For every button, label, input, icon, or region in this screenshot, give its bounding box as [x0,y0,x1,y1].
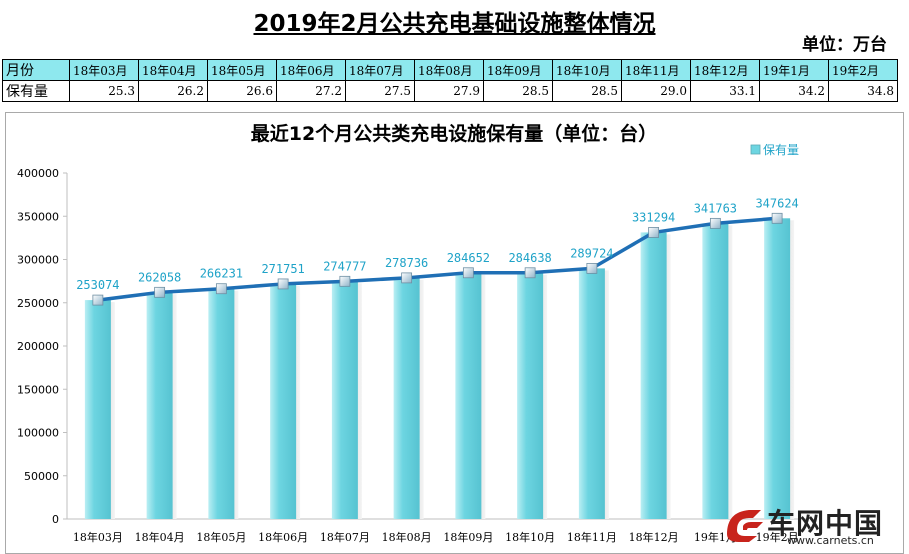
month-header-cell: 18年06月 [276,59,346,81]
month-header-cell: 19年2月 [828,59,898,81]
line-marker [648,227,660,238]
bar [393,277,420,519]
value-cell: 27.2 [276,80,346,102]
bar-line-chart: 最近12个月公共类充电设施保有量（单位：台） 保有量 0 50000 100000 150… [17,122,808,544]
data-label: 262058 [138,270,181,284]
line-marker [462,267,474,279]
line-marker [586,262,598,274]
summary-value-row: 保有量 25.3 26.2 26.6 27.2 27.5 27.9 28.5 28.5 29.0… [2,80,898,102]
month-header-cell: 18年11月 [621,59,691,81]
y-tick-label: 150000 [17,383,59,396]
summary-table: 月份 18年03月 18年04月 18年05月 18年06月 18年07月 18年08月 1… [2,59,898,102]
x-tick-label: 19年1月 [694,530,737,544]
unit-label: 单位：万台 [802,35,887,55]
x-tick-label: 18年05月 [196,530,246,544]
data-label: 289724 [570,246,613,260]
y-tick-label: 350000 [17,210,59,223]
value-cell: 34.8 [828,80,898,102]
line-marker [92,294,104,306]
value-row-label: 保有量 [2,80,70,102]
value-cell: 33.1 [690,80,760,102]
line-marker [277,278,289,290]
line-marker [339,275,351,287]
data-label: 266231 [200,267,243,281]
value-cell: 26.6 [207,80,277,102]
y-tick-label: 50000 [24,470,59,483]
month-header-cell: 18年10月 [552,59,622,81]
chart-title: 最近12个月公共类充电设施保有量（单位：台） [251,122,657,145]
x-tick-label: 18年06月 [258,530,308,544]
bar [764,218,791,519]
data-label: 253074 [76,278,119,292]
y-tick-label: 100000 [17,427,59,440]
month-header-cell: 18年05月 [207,59,277,81]
y-tick-label: 200000 [17,340,59,353]
carnets-logo-icon [727,510,763,542]
x-tick-label: 18年12月 [629,530,679,544]
month-header-cell: 18年09月 [483,59,553,81]
bar [84,300,111,519]
bar [702,223,729,519]
month-header-cell: 18年04月 [138,59,208,81]
line-marker [215,283,227,295]
watermark: 车网中国 www.carnets.cn [723,502,903,548]
value-cell: 27.9 [414,80,484,102]
x-tick-label: 18年07月 [320,530,370,544]
bar [146,292,173,519]
x-tick-label: 18年10月 [505,530,555,544]
value-cell: 28.5 [552,80,622,102]
line-marker [524,267,536,279]
value-cell: 26.2 [138,80,208,102]
page-title: 2019年2月公共充电基础设施整体情况 [253,11,656,37]
bar [455,272,482,519]
summary-header-row: 月份 18年03月 18年04月 18年05月 18年06月 18年07月 18年08月 1… [2,59,898,81]
x-tick-label: 18年04月 [135,530,185,544]
watermark-text: 车网中国 [767,507,884,540]
value-cell: 29.0 [621,80,691,102]
value-cell: 27.5 [345,80,415,102]
x-tick-label: 19年2月 [756,530,799,544]
x-tick-label: 18年03月 [73,530,123,544]
bar [640,232,667,519]
data-label: 284638 [508,251,551,265]
y-tick-label: 300000 [17,254,59,267]
y-tick-label: 0 [52,513,59,526]
bar [517,272,544,519]
legend-label: 保有量 [763,143,799,157]
line-marker [401,272,413,284]
month-header-cell: 18年08月 [414,59,484,81]
value-cell: 34.2 [759,80,829,102]
legend-swatch [750,144,761,155]
data-label: 278736 [385,256,428,270]
line-marker [771,212,783,224]
watermark-url: www.carnets.cn [787,534,874,547]
value-cell: 28.5 [483,80,553,102]
bar [270,283,297,519]
month-header-cell: 18年12月 [690,59,760,81]
x-tick-label: 18年08月 [382,530,432,544]
y-tick-label: 250000 [17,297,59,310]
data-label: 331294 [632,210,675,224]
line-marker [709,217,721,229]
bar [331,281,358,519]
data-label: 347624 [755,196,798,210]
x-tick-label: 18年09月 [443,530,493,544]
data-label: 271751 [261,262,304,276]
data-label: 341763 [694,201,737,215]
data-label: 274777 [323,259,366,273]
month-header-cell: 18年03月 [69,59,139,81]
value-cell: 25.3 [69,80,139,102]
bar [578,268,605,519]
bar [208,288,235,519]
month-header-cell: 18年07月 [345,59,415,81]
month-header-cell: 19年1月 [759,59,829,81]
line-marker [154,286,166,298]
x-tick-label: 18年11月 [567,530,617,544]
month-header-label: 月份 [2,59,70,81]
y-tick-label: 400000 [17,167,59,180]
data-label: 284652 [447,251,490,265]
trend-line [97,216,778,302]
chart-area: 最近12个月公共类充电设施保有量（单位：台） 保有量 0 50000 100000 150… [5,112,904,554]
